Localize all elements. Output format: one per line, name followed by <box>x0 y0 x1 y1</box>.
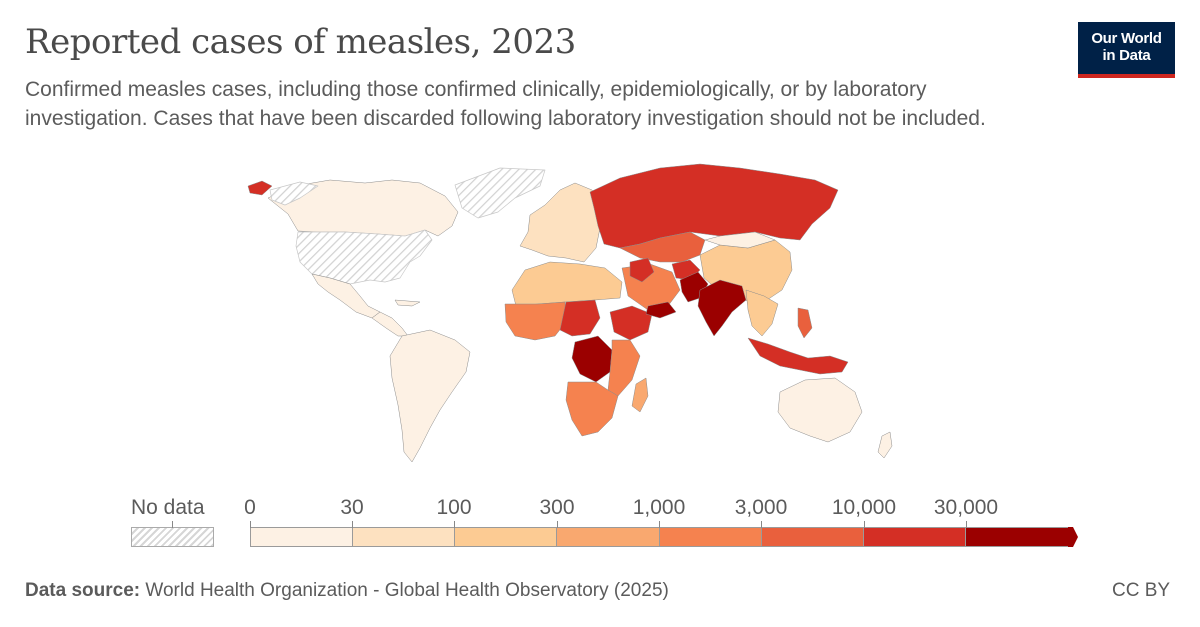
legend-tick-no-data <box>172 521 173 528</box>
map-region-southeast-asia[interactable] <box>745 289 779 337</box>
legend-label: 100 <box>436 496 472 519</box>
map-region-dr-congo[interactable] <box>571 335 613 383</box>
legend-tick <box>557 521 558 528</box>
map-region-iceland[interactable] <box>247 180 273 196</box>
owid-logo[interactable]: Our World in Data <box>1078 22 1175 78</box>
legend-swatch[interactable] <box>863 527 966 547</box>
map-region-yemen[interactable] <box>645 301 677 319</box>
map-region-north-africa[interactable] <box>511 261 623 307</box>
data-source-text[interactable]: World Health Organization - Global Healt… <box>140 580 669 601</box>
legend-tick <box>761 521 762 528</box>
legend-no-data-label: No data <box>131 496 205 519</box>
world-map <box>247 163 893 463</box>
legend-swatch[interactable] <box>556 527 660 547</box>
map-region-central-america[interactable] <box>371 299 421 337</box>
legend-label: 300 <box>539 496 575 519</box>
legend-label: 10,000 <box>831 496 897 519</box>
legend-swatch[interactable] <box>352 527 455 547</box>
logo-line-2: in Data <box>1102 47 1151 64</box>
legend-label: 3,000 <box>734 496 788 519</box>
map-region-southern-africa[interactable] <box>565 381 619 437</box>
logo-line-1: Our World <box>1091 30 1162 47</box>
legend-label: 30 <box>340 496 364 519</box>
legend-tick <box>966 521 967 528</box>
legend-tick <box>659 521 660 528</box>
legend-tick <box>454 521 455 528</box>
map-region-arctic-islands[interactable] <box>269 181 319 206</box>
map-region-new-zealand[interactable] <box>877 431 893 459</box>
map-region-india[interactable] <box>697 279 747 337</box>
map-region-iraq[interactable] <box>629 257 655 283</box>
map-region-nigeria[interactable] <box>559 299 601 337</box>
data-source: Data source: World Health Organization -… <box>25 580 669 602</box>
legend-swatch[interactable] <box>454 527 557 547</box>
legend-tick <box>864 521 865 528</box>
map-region-kazakhstan[interactable] <box>619 231 706 263</box>
legend-label: 0 <box>244 496 256 519</box>
map-region-philippines[interactable] <box>797 307 813 339</box>
data-source-label: Data source: <box>25 580 141 601</box>
map-region-indonesia[interactable] <box>747 337 849 375</box>
map-region-united-states[interactable] <box>295 229 433 285</box>
chart-title: Reported cases of measles, 2023 <box>25 22 576 62</box>
map-region-south-america[interactable] <box>389 329 471 463</box>
legend-no-data-swatch[interactable] <box>131 527 214 547</box>
map-region-west-africa[interactable] <box>504 301 567 341</box>
legend-swatch[interactable] <box>761 527 864 547</box>
map-region-mongolia[interactable] <box>704 231 776 249</box>
map-region-western-europe[interactable] <box>519 182 601 263</box>
legend-label: 1,000 <box>632 496 686 519</box>
legend-swatch[interactable] <box>250 527 353 547</box>
legend-open-end-arrow <box>1068 527 1078 547</box>
map-region-madagascar[interactable] <box>631 377 649 413</box>
map-region-russia[interactable] <box>589 163 839 249</box>
legend-swatch[interactable] <box>659 527 762 547</box>
legend-label: 30,000 <box>933 496 999 519</box>
legend-tick <box>352 521 353 528</box>
legend-tick <box>250 521 251 528</box>
license-link[interactable]: CC BY <box>1112 580 1171 601</box>
map-region-australia[interactable] <box>777 377 863 443</box>
map-region-greenland[interactable] <box>454 167 546 219</box>
map-region-ethiopia[interactable] <box>609 305 653 341</box>
chart-subtitle: Confirmed measles cases, including those… <box>25 78 986 130</box>
legend-swatch[interactable] <box>965 527 1068 547</box>
